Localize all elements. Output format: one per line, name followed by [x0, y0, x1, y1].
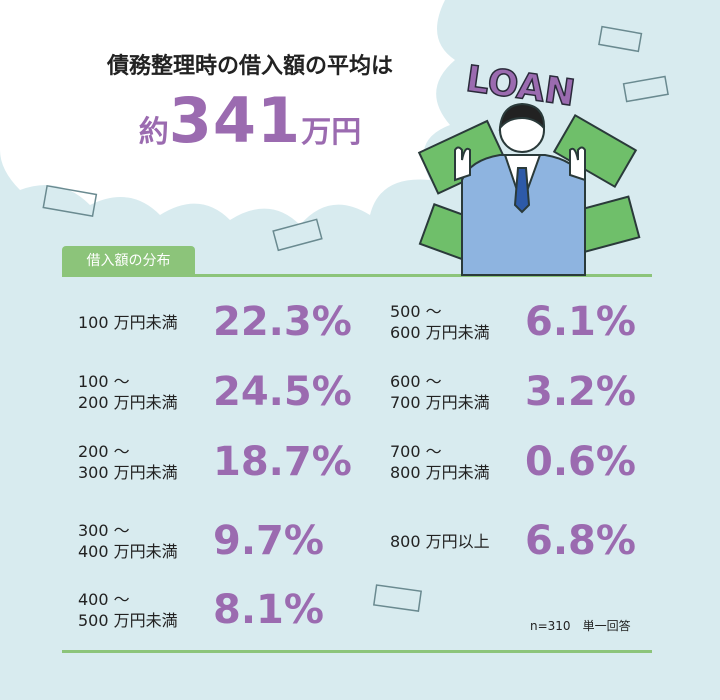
label-line: 400 万円未満: [78, 542, 178, 561]
item-label: 300 ～ 400 万円未満: [78, 520, 178, 562]
label-line: 100 ～: [78, 372, 130, 391]
average: 約341万円: [70, 84, 430, 157]
item-label: 400 ～ 500 万円未満: [78, 589, 178, 631]
item-value: 6.1%: [525, 299, 636, 345]
item-label: 800 万円以上: [390, 531, 490, 552]
item-value: 3.2%: [525, 369, 636, 415]
title: 債務整理時の借入額の平均は: [106, 54, 393, 79]
label-line: 300 ～: [78, 521, 130, 540]
section-label: 借入額の分布: [62, 246, 195, 276]
item-value: 18.7%: [213, 439, 352, 485]
item-value: 22.3%: [213, 299, 352, 345]
average-unit: 万円: [301, 115, 362, 150]
label-line: 800 万円以上: [390, 531, 490, 551]
label-line: 600 万円未満: [390, 323, 490, 342]
item-label: 200 ～ 300 万円未満: [78, 441, 178, 483]
label-line: 400 ～: [78, 590, 130, 609]
item-value: 0.6%: [525, 439, 636, 485]
label-line: 500 万円未満: [78, 611, 178, 630]
label-line: 700 ～: [390, 442, 442, 461]
label-line: 700 万円未満: [390, 393, 490, 412]
item-label: 100 万円未満: [78, 312, 178, 333]
label-line: 200 ～: [78, 442, 130, 461]
item-value: 6.8%: [525, 518, 636, 564]
item-value: 24.5%: [213, 369, 352, 415]
loan-text: LOAN: [464, 59, 578, 115]
average-number: 341: [168, 84, 302, 157]
average-prefix: 約: [138, 115, 169, 150]
item-label: 100 ～ 200 万円未満: [78, 371, 178, 413]
label-line: 200 万円未満: [78, 393, 178, 412]
item-value: 8.1%: [213, 587, 324, 633]
label-line: 300 万円未満: [78, 463, 178, 482]
note: n=310 単一回答: [530, 619, 631, 633]
label-line: 500 ～: [390, 302, 442, 321]
item-label: 500 ～ 600 万円未満: [390, 301, 490, 343]
item-label: 600 ～ 700 万円未満: [390, 371, 490, 413]
item-label: 700 ～ 800 万円未満: [390, 441, 490, 483]
label-line: 100 万円未満: [78, 312, 178, 332]
label-line: 600 ～: [390, 372, 442, 391]
item-value: 9.7%: [213, 518, 324, 564]
label-line: 800 万円未満: [390, 463, 490, 482]
